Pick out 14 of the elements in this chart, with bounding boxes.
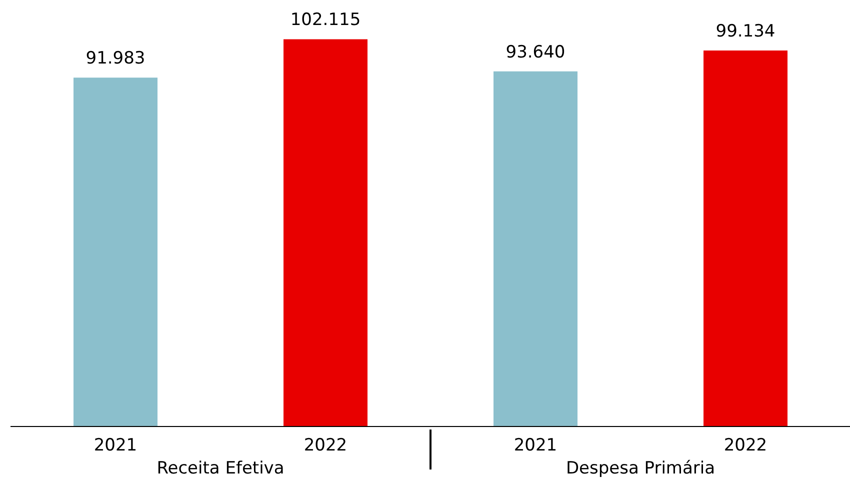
series-label: 2022 xyxy=(304,436,348,456)
bar xyxy=(494,71,578,426)
bar xyxy=(284,39,368,426)
data-label: 93.640 xyxy=(506,42,566,62)
data-label: 99.134 xyxy=(716,22,776,42)
data-label: 91.983 xyxy=(86,48,146,69)
data-label: 102.115 xyxy=(290,10,361,30)
bar xyxy=(74,78,158,426)
bar xyxy=(704,50,788,426)
x-tick-label: Receita Efetiva xyxy=(156,458,284,478)
x-tick-label: Despesa Primária xyxy=(566,458,716,478)
series-label: 2021 xyxy=(94,436,138,456)
text: 2021 xyxy=(514,436,558,456)
text: 2022 xyxy=(724,436,768,456)
